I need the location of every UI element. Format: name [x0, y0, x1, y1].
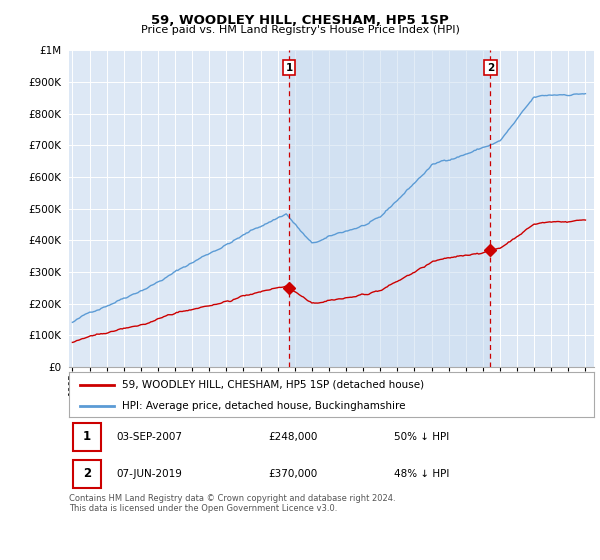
FancyBboxPatch shape: [73, 423, 101, 451]
Text: 03-SEP-2007: 03-SEP-2007: [116, 432, 182, 442]
Text: £370,000: £370,000: [269, 469, 318, 479]
Text: 2: 2: [487, 63, 494, 73]
Text: 59, WOODLEY HILL, CHESHAM, HP5 1SP (detached house): 59, WOODLEY HILL, CHESHAM, HP5 1SP (deta…: [121, 380, 424, 390]
Text: Contains HM Land Registry data © Crown copyright and database right 2024.
This d: Contains HM Land Registry data © Crown c…: [69, 494, 395, 514]
Text: HPI: Average price, detached house, Buckinghamshire: HPI: Average price, detached house, Buck…: [121, 401, 405, 411]
Text: 48% ↓ HPI: 48% ↓ HPI: [395, 469, 450, 479]
FancyBboxPatch shape: [73, 460, 101, 488]
Text: 50% ↓ HPI: 50% ↓ HPI: [395, 432, 450, 442]
Text: 1: 1: [83, 430, 91, 444]
Bar: [289, 50, 490, 367]
Text: 07-JUN-2019: 07-JUN-2019: [116, 469, 182, 479]
Text: Price paid vs. HM Land Registry's House Price Index (HPI): Price paid vs. HM Land Registry's House …: [140, 25, 460, 35]
Text: 59, WOODLEY HILL, CHESHAM, HP5 1SP: 59, WOODLEY HILL, CHESHAM, HP5 1SP: [151, 14, 449, 27]
Text: 1: 1: [286, 63, 293, 73]
Text: 2: 2: [83, 467, 91, 480]
Text: £248,000: £248,000: [269, 432, 318, 442]
